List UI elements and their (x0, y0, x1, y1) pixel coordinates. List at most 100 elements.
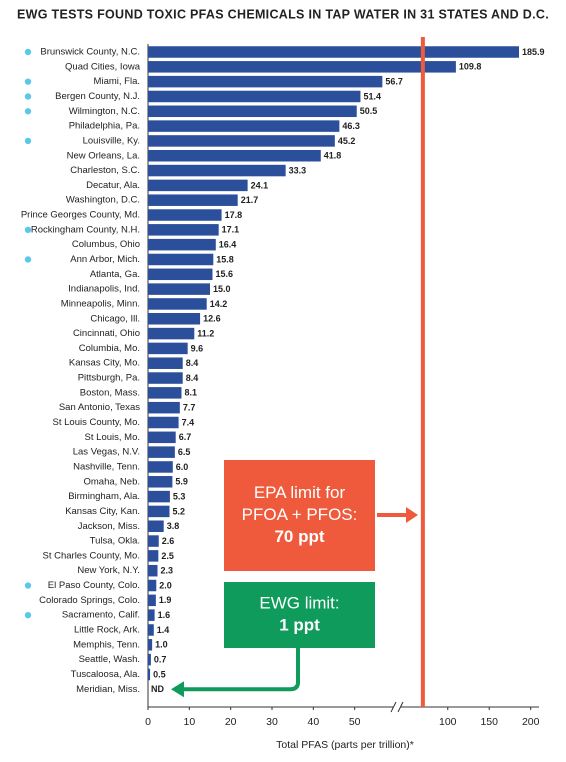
bar (148, 624, 154, 636)
category-label: Chicago, Ill. (90, 313, 140, 324)
bar (148, 564, 158, 577)
category-label: Birmingham, Ala. (68, 491, 140, 502)
bar (148, 46, 520, 58)
category-label: Brunswick County, N.C. (40, 47, 140, 58)
x-tick-label: 100 (439, 716, 457, 728)
category-label: Sacramento, Calif. (62, 610, 140, 621)
value-label: 1.4 (157, 625, 170, 635)
category-label: Columbus, Ohio (72, 239, 140, 250)
annotation-emphasis: 1 ppt (279, 615, 320, 634)
category-label: Quad Cities, Iowa (65, 61, 141, 72)
bar (148, 653, 151, 666)
bar (148, 253, 214, 266)
category-label: Indianapolis, Ind. (68, 284, 140, 295)
value-label: 6.7 (179, 432, 192, 442)
category-label: Tuscaloosa, Ala. (71, 669, 140, 680)
bar (148, 209, 222, 221)
value-label: 7.4 (182, 417, 195, 427)
bar (148, 342, 188, 355)
annotation-arrow (182, 648, 300, 692)
bar (148, 313, 201, 325)
value-label: 1.9 (159, 595, 172, 605)
category-label: Nashville, Tenn. (73, 461, 140, 472)
x-tick-label: 30 (266, 716, 278, 728)
value-label: 56.7 (385, 77, 403, 87)
bar (148, 431, 176, 444)
highlight-dot (24, 137, 32, 145)
value-label: 0.5 (153, 669, 166, 679)
value-label: 14.2 (210, 299, 228, 309)
value-label: 51.4 (363, 91, 381, 101)
value-label: 2.3 (161, 566, 174, 576)
value-label: 45.2 (338, 136, 356, 146)
value-label: 11.2 (197, 328, 214, 338)
value-label: 16.4 (219, 240, 237, 250)
annotation-text: PFOA + PFOS: (242, 505, 358, 524)
highlight-dot (24, 611, 32, 619)
chart-title: EWG TESTS FOUND TOXIC PFAS CHEMICALS IN … (17, 7, 549, 21)
value-label: 2.5 (161, 551, 174, 561)
category-label: St Charles County, Mo. (42, 550, 140, 561)
annotation-emphasis: 70 ppt (274, 527, 324, 546)
value-label: ND (151, 684, 164, 694)
value-label: 6.5 (178, 447, 191, 457)
category-label: Jackson, Miss. (78, 521, 140, 532)
bar (148, 535, 159, 547)
bar (148, 520, 164, 532)
value-label: 46.3 (342, 121, 360, 131)
category-label: Colorado Springs, Colo. (39, 595, 140, 606)
category-label: Miami, Fla. (94, 76, 140, 87)
bar (148, 75, 383, 88)
highlight-dot (24, 93, 32, 100)
category-label: San Antonio, Texas (59, 402, 140, 413)
x-tick-label: 20 (225, 716, 237, 728)
bar (148, 446, 175, 458)
value-label: 7.7 (183, 403, 196, 413)
bar (148, 579, 157, 592)
category-label: Cincinnati, Ohio (73, 328, 140, 339)
bar (148, 164, 286, 177)
x-tick-label: 150 (480, 716, 498, 728)
category-label: Columbia, Mo. (79, 343, 140, 354)
highlight-dot (24, 108, 32, 115)
annotation-box (224, 460, 375, 571)
category-label: El Paso County, Colo. (48, 580, 140, 591)
value-label: 0.7 (154, 654, 167, 664)
annotation-text: EPA limit for (254, 483, 346, 502)
bar (148, 61, 456, 73)
bar (148, 387, 182, 399)
category-label: Little Rock, Ark. (74, 624, 140, 635)
category-label: Washington, D.C. (66, 195, 140, 206)
category-label: Pittsburgh, Pa. (78, 373, 140, 384)
bar (148, 668, 151, 681)
value-label: 109.8 (459, 62, 482, 72)
highlight-dot (24, 256, 32, 263)
axis-break (390, 701, 404, 713)
bar (148, 550, 159, 562)
value-label: 41.8 (324, 151, 342, 161)
x-tick-label: 40 (307, 716, 319, 728)
bar (148, 90, 361, 103)
value-label: 12.6 (203, 314, 221, 324)
value-label: 17.1 (222, 225, 240, 235)
bar (148, 105, 357, 118)
category-label: Wilmington, N.C. (69, 106, 140, 117)
highlight-dot (24, 48, 32, 56)
category-label: Omaha, Neb. (84, 476, 141, 487)
value-label: 2.6 (162, 536, 175, 546)
bar (148, 609, 155, 621)
value-label: 9.6 (191, 343, 204, 353)
bar (148, 327, 195, 340)
value-label: 1.0 (155, 640, 168, 650)
bar (148, 135, 335, 147)
category-label: New Orleans, La. (67, 150, 140, 161)
x-tick-label: 200 (522, 716, 540, 728)
value-label: 17.8 (225, 210, 243, 220)
value-label: 185.9 (522, 47, 545, 57)
x-tick-label: 50 (349, 716, 361, 728)
arrow-head (171, 681, 184, 698)
category-label: Decatur, Ala. (86, 180, 140, 191)
bar (148, 461, 173, 473)
bar (148, 505, 170, 518)
